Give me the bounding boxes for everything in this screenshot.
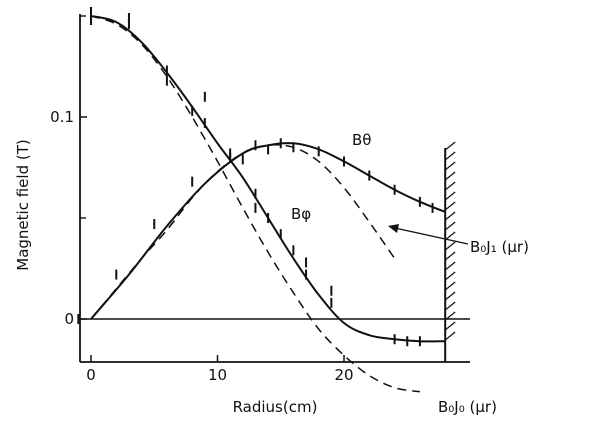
- wall-hatch: [444, 281, 456, 291]
- wall-hatch: [444, 201, 456, 211]
- series-b-theta: [90, 142, 446, 320]
- series-b-phi: [90, 15, 446, 343]
- curves: [90, 15, 446, 393]
- annotation-b0-j1-arrowhead: [388, 224, 399, 233]
- y-tick-label: 0: [64, 310, 74, 328]
- x-tick-label: 0: [86, 366, 96, 384]
- series-b0-j1: [90, 144, 396, 320]
- y-tick-label: 0.1: [50, 108, 74, 126]
- series-b0-j0: [90, 15, 421, 393]
- x-tick-label: 10: [208, 366, 227, 384]
- wall-hatch: [444, 241, 456, 251]
- wall-hatch: [444, 141, 456, 151]
- wall-hatch: [444, 291, 456, 301]
- wall-hatch: [444, 251, 456, 261]
- wall-hatch: [444, 301, 456, 311]
- y-axis-label: Magnetic field (T): [14, 139, 32, 270]
- wall-hatch: [444, 171, 456, 181]
- annotation-b0-j0: B₀J₀ (μr): [438, 398, 497, 416]
- x-tick-label: 20: [334, 366, 353, 384]
- conducting-wall: [444, 141, 456, 362]
- wall-hatch: [444, 261, 456, 271]
- wall-hatch: [444, 331, 456, 341]
- annotation-b0-j1: B₀J₁ (μr): [470, 238, 529, 256]
- wall-hatch: [444, 161, 456, 171]
- axes: [79, 14, 470, 363]
- wall-hatch: [444, 221, 456, 231]
- wall-hatch: [444, 211, 456, 221]
- data-points: [77, 6, 434, 347]
- annotation-b-theta: Bθ: [352, 131, 371, 149]
- ticks: 0 10 20 0 0.1: [50, 15, 354, 384]
- wall-hatch: [444, 151, 456, 161]
- wall-hatch: [444, 321, 456, 331]
- wall-hatch: [444, 271, 456, 281]
- annotation-b0-j1-pointer: [394, 227, 469, 245]
- wall-hatch: [444, 191, 456, 201]
- x-axis-label: Radius(cm): [233, 398, 318, 416]
- wall-hatch: [444, 181, 456, 191]
- annotation-b-phi: Bφ: [291, 205, 311, 223]
- wall-hatch: [444, 311, 456, 321]
